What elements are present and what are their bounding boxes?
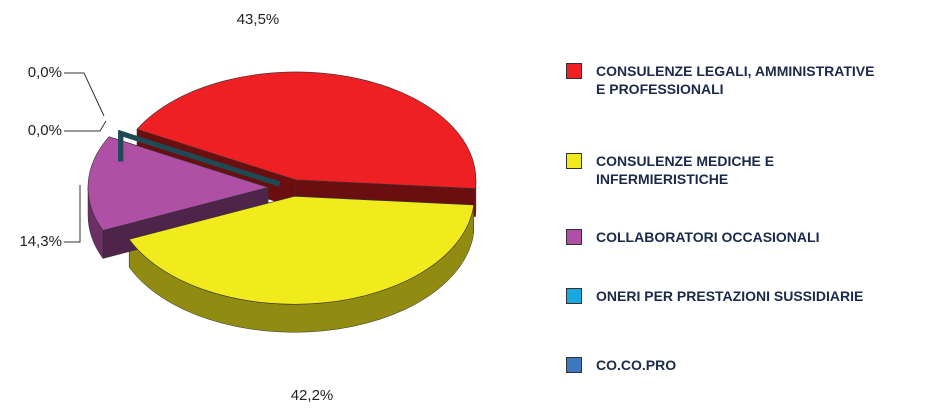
legend-item: CONSULENZE LEGALI, AMMINISTRATIVE E PROF… <box>566 62 876 98</box>
legend-swatch <box>566 229 582 245</box>
slice <box>136 71 477 189</box>
legend-label: CONSULENZE MEDICHE E INFERMIERISTICHE <box>596 153 775 187</box>
legend-item: COLLABORATORI OCCASIONALI <box>566 228 876 246</box>
legend-item: CONSULENZE MEDICHE E INFERMIERISTICHE <box>566 152 876 188</box>
slice <box>118 129 281 187</box>
legend-swatch <box>566 357 582 373</box>
legend-swatch <box>566 153 582 169</box>
data-label: 43,5% <box>237 11 280 28</box>
slice <box>128 195 475 305</box>
legend-label: CO.CO.PRO <box>596 357 677 373</box>
data-label: 14,3% <box>19 233 62 250</box>
leader-line <box>64 120 107 132</box>
legend-label: CONSULENZE LEGALI, AMMINISTRATIVE E PROF… <box>596 63 875 97</box>
slice <box>87 136 270 231</box>
data-label: 0,0% <box>28 64 62 81</box>
legend-item: CO.CO.PRO <box>566 356 876 374</box>
legend-label: COLLABORATORI OCCASIONALI <box>596 229 820 245</box>
data-label: 0,0% <box>28 122 62 139</box>
slices <box>87 71 477 305</box>
legend-swatch <box>566 288 582 304</box>
legend-swatch <box>566 63 582 79</box>
legend-item: ONERI PER PRESTAZIONI SUSSIDIARIE <box>566 287 876 305</box>
data-label: 42,2% <box>291 387 334 404</box>
leader-line <box>64 185 81 243</box>
legend-label: ONERI PER PRESTAZIONI SUSSIDIARIE <box>596 288 864 304</box>
leader-line <box>64 72 105 117</box>
chart: 43,5% 42,2% 14,3% 0,0% 0,0% <box>19 11 477 404</box>
